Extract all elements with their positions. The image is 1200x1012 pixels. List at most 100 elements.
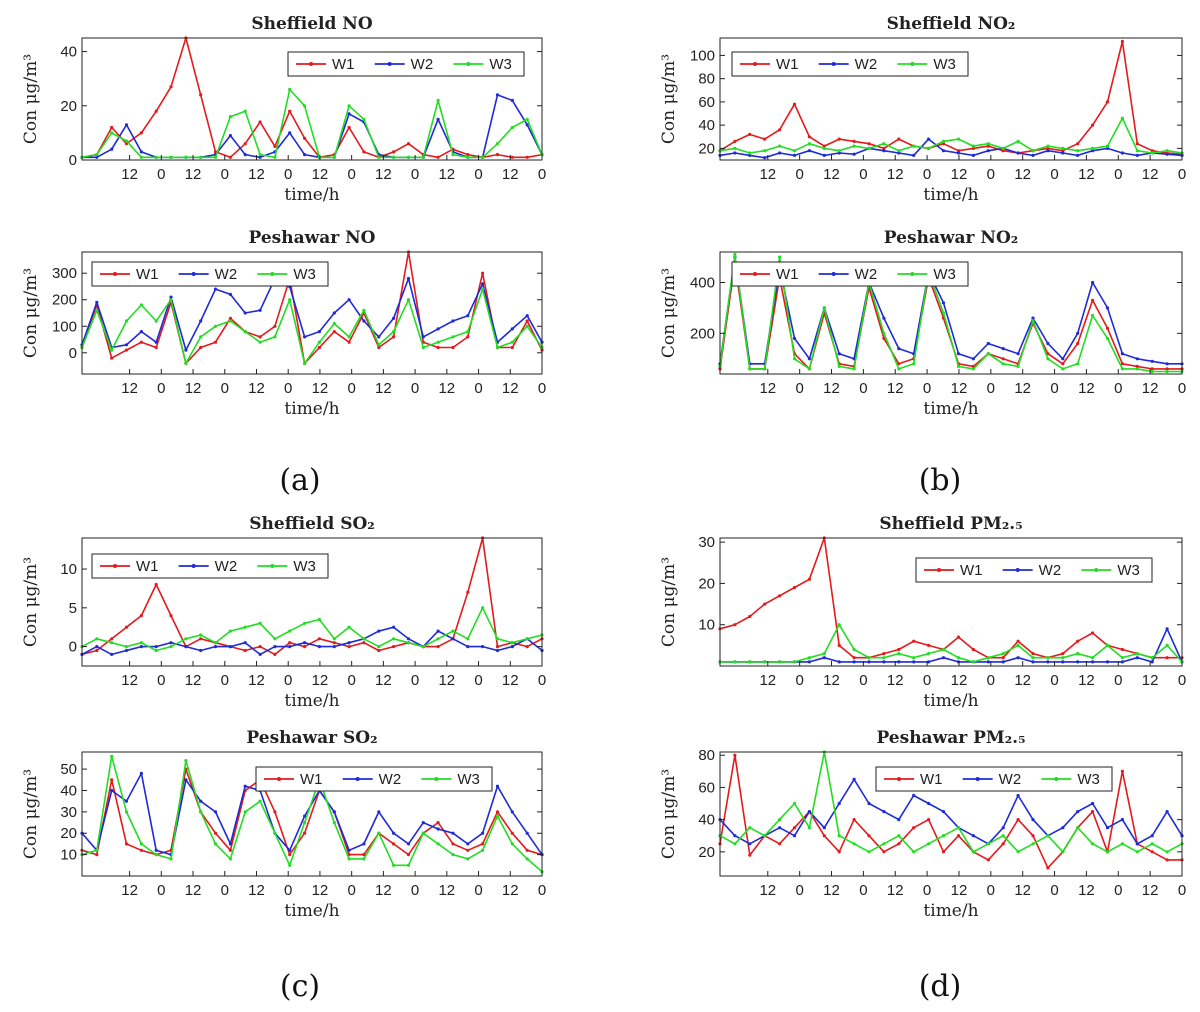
data-point-w2: [392, 625, 396, 629]
data-point-w3: [748, 151, 752, 155]
data-point-w2: [1105, 146, 1110, 150]
legend-marker-w3: [910, 272, 915, 276]
data-point-w1: [1016, 639, 1020, 643]
x-tick-label: 0: [987, 882, 995, 899]
data-point-w3: [792, 149, 797, 153]
data-point-w1: [882, 336, 886, 340]
data-point-w3: [184, 759, 188, 763]
data-point-w1: [303, 136, 307, 140]
data-point-w3: [199, 155, 203, 159]
data-point-w2: [807, 149, 812, 153]
data-point-w1: [748, 614, 752, 619]
data-point-w1: [154, 582, 158, 587]
data-point-w2: [243, 641, 247, 645]
data-point-w2: [228, 842, 232, 846]
data-point-w3: [317, 340, 321, 344]
data-point-w3: [763, 149, 767, 153]
y-tick-label: 0: [69, 152, 77, 169]
data-point-w1: [199, 637, 203, 641]
data-point-w2: [139, 645, 143, 649]
x-axis-label: time/h: [923, 185, 978, 205]
data-point-w3: [897, 149, 901, 153]
data-point-w3: [377, 645, 381, 649]
data-point-w2: [347, 112, 351, 116]
data-point-w2: [1091, 660, 1095, 664]
x-tick-label: 12: [1014, 882, 1031, 899]
data-point-w1: [510, 155, 514, 159]
x-tick-label: 0: [1178, 166, 1186, 183]
x-tick-label: 0: [157, 380, 165, 397]
data-point-w2: [1016, 793, 1020, 798]
series-line-w2: [81, 277, 543, 351]
data-point-w3: [451, 853, 455, 857]
data-point-w2: [124, 123, 129, 127]
x-tick-label: 12: [248, 380, 265, 397]
x-axis-label: time/h: [923, 901, 978, 921]
data-point-w3: [733, 146, 737, 150]
data-point-w1: [228, 155, 232, 159]
data-point-w1: [882, 146, 886, 150]
x-tick-label: 0: [221, 166, 229, 183]
data-point-w3: [1046, 357, 1050, 361]
data-point-w1: [273, 652, 277, 657]
data-point-w3: [778, 818, 782, 822]
data-point-w3: [1120, 842, 1124, 846]
series-line-w2: [719, 256, 1182, 365]
data-point-w3: [154, 319, 158, 323]
data-point-w3: [1091, 656, 1095, 660]
x-tick-label: 0: [859, 882, 867, 899]
data-point-w2: [1031, 153, 1035, 157]
chart-title: Peshawar SO₂: [246, 728, 377, 748]
legend-box: [915, 557, 1153, 583]
y-axis-label: Con μg/m³: [21, 557, 41, 647]
legend: W1 W2 W3: [731, 261, 969, 287]
data-point-w1: [1105, 100, 1110, 104]
legend-box: [91, 553, 329, 579]
x-tick-label: 12: [887, 380, 904, 397]
data-point-w3: [273, 831, 277, 835]
data-point-w3: [1135, 850, 1139, 854]
data-point-w1: [436, 155, 440, 159]
data-point-w1: [481, 842, 485, 846]
data-point-w2: [95, 300, 99, 304]
data-point-w3: [912, 656, 916, 660]
data-point-w1: [436, 645, 440, 649]
x-tick-label: 0: [221, 672, 229, 689]
data-point-w3: [852, 647, 856, 652]
data-point-w1: [213, 340, 218, 344]
data-point-w2: [822, 826, 826, 830]
data-point-w3: [733, 842, 737, 846]
data-point-w1: [748, 132, 752, 136]
data-point-w1: [139, 340, 143, 344]
data-point-w1: [1165, 367, 1169, 371]
data-point-w3: [956, 137, 961, 141]
data-point-w1: [228, 848, 232, 852]
y-axis-label: Con μg/m³: [21, 769, 41, 859]
data-point-w3: [763, 660, 767, 664]
series-line-w3: [81, 606, 543, 652]
data-point-w1: [406, 853, 411, 857]
data-point-w3: [1105, 336, 1110, 340]
data-point-w3: [882, 656, 886, 660]
data-point-w1: [392, 335, 396, 339]
series-line-w1: [81, 537, 543, 656]
data-point-w2: [466, 645, 470, 649]
data-point-w2: [525, 831, 529, 835]
legend-marker-w1: [937, 568, 941, 572]
legend-label-w2: W2: [855, 56, 878, 73]
chart-title: Peshawar NO₂: [884, 228, 1018, 248]
data-point-w3: [228, 629, 232, 633]
legend-label-w2: W2: [999, 771, 1022, 788]
data-point-w2: [1001, 826, 1005, 830]
data-point-w3: [495, 345, 500, 350]
chart-title: Sheffield NO: [251, 14, 372, 34]
series-line-w1: [81, 768, 543, 856]
data-point-w1: [347, 340, 351, 344]
data-point-w2: [1061, 826, 1065, 830]
data-point-w2: [1150, 660, 1154, 664]
data-point-w1: [1001, 357, 1005, 361]
data-point-w3: [362, 857, 366, 861]
data-point-w2: [971, 153, 976, 157]
data-point-w2: [228, 292, 232, 296]
x-tick-label: 12: [312, 672, 329, 689]
